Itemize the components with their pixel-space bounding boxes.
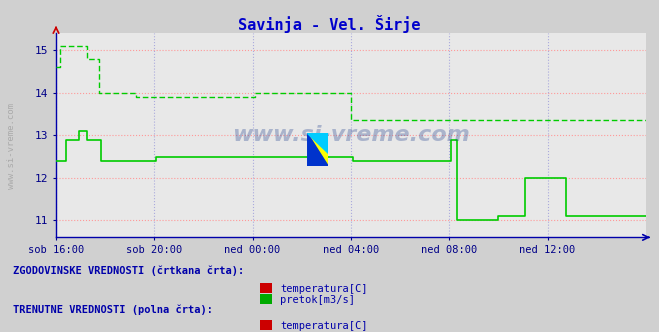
Text: www.si-vreme.com: www.si-vreme.com <box>7 103 16 189</box>
Text: Savinja - Vel. Širje: Savinja - Vel. Širje <box>239 15 420 33</box>
Text: ZGODOVINSKE VREDNOSTI (črtkana črta):: ZGODOVINSKE VREDNOSTI (črtkana črta): <box>13 265 244 276</box>
Text: pretok[m3/s]: pretok[m3/s] <box>280 295 355 305</box>
Text: TRENUTNE VREDNOSTI (polna črta):: TRENUTNE VREDNOSTI (polna črta): <box>13 304 213 315</box>
Polygon shape <box>307 133 328 166</box>
Text: temperatura[C]: temperatura[C] <box>280 321 368 331</box>
Polygon shape <box>307 133 328 153</box>
Text: temperatura[C]: temperatura[C] <box>280 284 368 294</box>
Polygon shape <box>307 133 328 166</box>
Text: www.si-vreme.com: www.si-vreme.com <box>232 125 470 145</box>
